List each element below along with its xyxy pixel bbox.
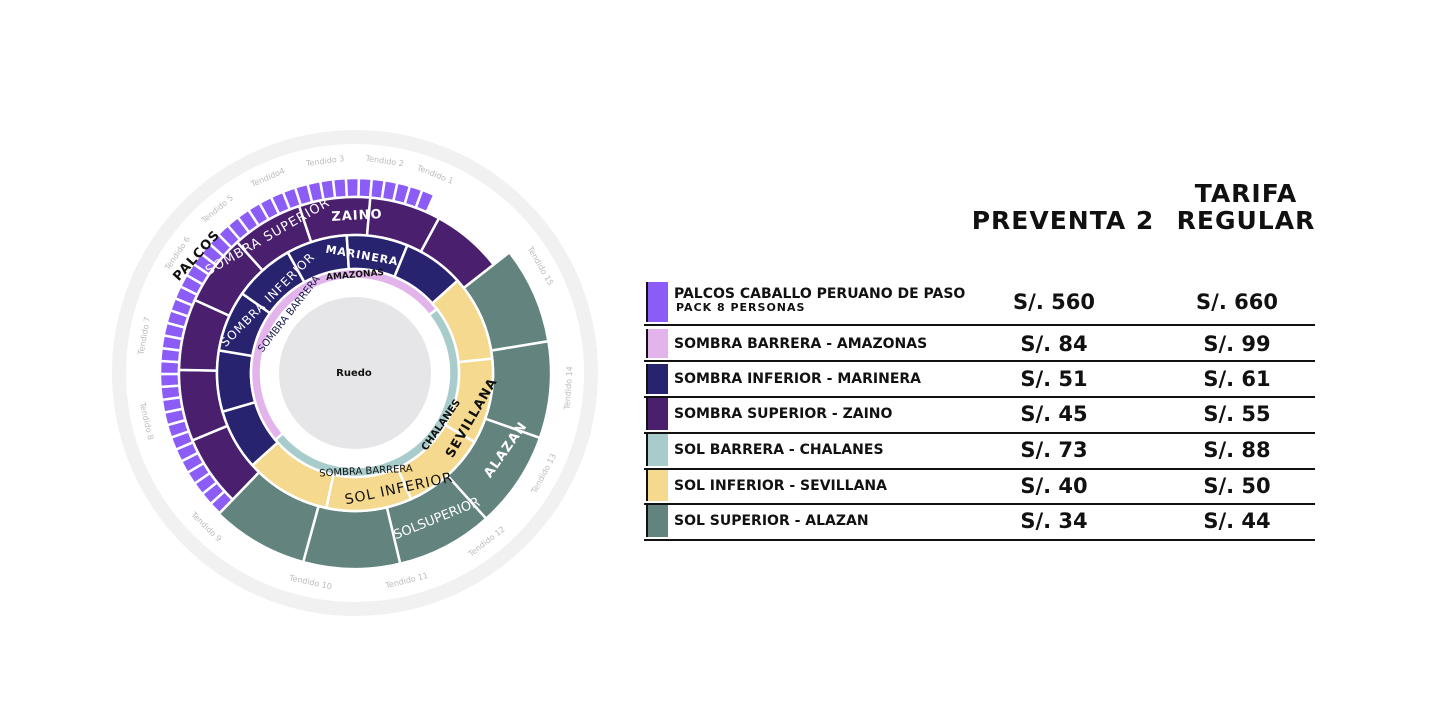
preventa-price: S/. 51 (1020, 367, 1088, 391)
tendido-label: Tendido 14 (562, 366, 574, 411)
preventa-price: S/. 34 (1020, 509, 1088, 533)
sol-barrera-label: SOMBRA BARRERA (319, 464, 413, 480)
price-row: PALCOS CABALLO PERUANO DE PASO PACK 8 PER… (644, 282, 1315, 326)
sombra-inferior-sector[interactable] (215, 348, 257, 414)
ruedo-label: Ruedo (336, 368, 372, 379)
palco-box[interactable] (331, 176, 349, 200)
zone-label: SOMBRA INFERIOR - MARINERA (674, 371, 922, 387)
tendido-label: Tendido 2 (364, 154, 404, 168)
zone-sublabel: PACK 8 PERSONAS (676, 301, 806, 314)
tendido-label: Tendido 1 (415, 163, 455, 186)
zone-color-swatch (646, 470, 668, 501)
tendido-label: Tendido4 (249, 166, 286, 189)
tendido-label: Tendido 7 (136, 316, 152, 356)
zone-color-swatch (646, 364, 668, 394)
regular-price: S/. 55 (1203, 402, 1271, 426)
zone-label: SOL INFERIOR - SEVILLANA (674, 477, 887, 494)
zone-label: SOL BARRERA - CHALANES (674, 442, 884, 458)
sol-barrera-sector[interactable] (273, 307, 461, 479)
header-tarifa: TARIFA REGULAR (1166, 180, 1326, 234)
zone-label: PALCOS CABALLO PERUANO DE PASO (674, 286, 966, 302)
sombra-superior-name: ZAINO (331, 207, 383, 225)
tendido-label: Tendido 11 (384, 571, 429, 591)
zone-color-swatch (646, 329, 668, 358)
zone-label: SOMBRA BARRERA - AMAZONAS (674, 335, 928, 352)
header-tarifa-line2: REGULAR (1176, 206, 1316, 235)
price-row: SOMBRA INFERIOR - MARINERA S/. 51 S/. 61 (644, 364, 1315, 398)
tendido-label: Tendido 8 (138, 400, 156, 440)
price-row: SOL INFERIOR - SEVILLANA S/. 40 S/. 50 (644, 470, 1315, 505)
palco-box[interactable] (158, 372, 181, 389)
regular-price: S/. 660 (1196, 290, 1278, 314)
header-tarifa-line1: TARIFA (1194, 179, 1298, 208)
regular-price: S/. 50 (1203, 473, 1271, 498)
price-row: SOL BARRERA - CHALANES S/. 73 S/. 88 (644, 434, 1315, 470)
preventa-price: S/. 45 (1020, 402, 1088, 426)
preventa-price: S/. 84 (1020, 331, 1088, 356)
ruedo-arena (279, 297, 431, 449)
tendido-label: Tendido 3 (305, 154, 345, 168)
regular-price: S/. 61 (1203, 367, 1271, 391)
preventa-price: S/. 73 (1020, 438, 1088, 462)
zone-color-swatch (646, 434, 668, 466)
price-row: SOMBRA SUPERIOR - ZAINO S/. 45 S/. 55 (644, 398, 1315, 434)
preventa-price: S/. 560 (1013, 290, 1095, 314)
zone-color-swatch (646, 282, 668, 322)
palco-box[interactable] (344, 176, 361, 199)
price-row: SOL SUPERIOR - ALAZAN S/. 34 S/. 44 (644, 505, 1315, 541)
zone-label: SOL SUPERIOR - ALAZAN (674, 513, 869, 529)
outer-ring (112, 130, 598, 616)
regular-price: S/. 88 (1203, 438, 1271, 462)
zone-color-swatch (646, 398, 668, 430)
zone-label: SOMBRA SUPERIOR - ZAINO (674, 406, 893, 422)
regular-price: S/. 44 (1203, 509, 1271, 533)
sol-superior-sector[interactable] (301, 504, 402, 571)
zone-color-swatch (646, 505, 668, 537)
preventa-price: S/. 40 (1020, 473, 1088, 498)
regular-price: S/. 99 (1203, 331, 1271, 356)
header-preventa: PREVENTA 2 (971, 206, 1155, 235)
price-row: SOMBRA BARRERA - AMAZONAS S/. 84 S/. 99 (644, 329, 1315, 362)
tendido-label: Tendido 10 (287, 573, 332, 591)
